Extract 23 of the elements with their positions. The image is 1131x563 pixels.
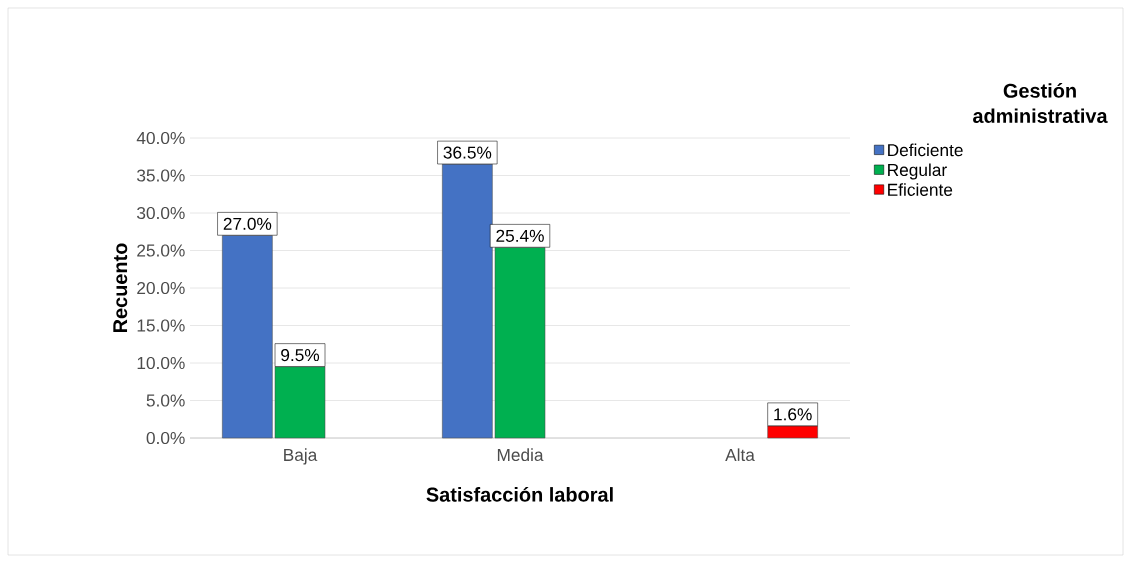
- y-axis-title: Recuento: [113, 243, 128, 333]
- data-label: 27.0%: [223, 217, 272, 230]
- data-label: 9.5%: [281, 348, 320, 362]
- x-tick-label: Media: [497, 448, 544, 462]
- y-tick-label: 30.0%: [137, 206, 185, 220]
- y-tick-label: 20.0%: [137, 281, 185, 295]
- y-tick-label: 5.0%: [146, 394, 185, 407]
- legend-title: Gestión administrativa: [973, 82, 1108, 124]
- y-tick-label: 40.0%: [136, 131, 185, 145]
- y-tick-label: 35.0%: [137, 169, 185, 182]
- y-tick-label: 0.0%: [146, 431, 185, 445]
- legend-label: Eficiente: [888, 183, 953, 196]
- legend-label: Deficiente: [888, 143, 963, 157]
- x-tick-label: Alta: [725, 448, 755, 462]
- x-tick-label: Baja: [284, 448, 318, 465]
- data-label: 25.4%: [496, 229, 544, 242]
- y-tick-label: 15.0%: [137, 319, 185, 332]
- legend-label: Regular: [888, 163, 947, 180]
- y-tick-label: 25.0%: [137, 244, 185, 257]
- data-label: 1.6%: [774, 408, 812, 421]
- x-axis-title: Satisfacción laboral: [426, 486, 613, 502]
- y-tick-label: 10.0%: [137, 356, 185, 370]
- data-label: 36.5%: [443, 146, 492, 159]
